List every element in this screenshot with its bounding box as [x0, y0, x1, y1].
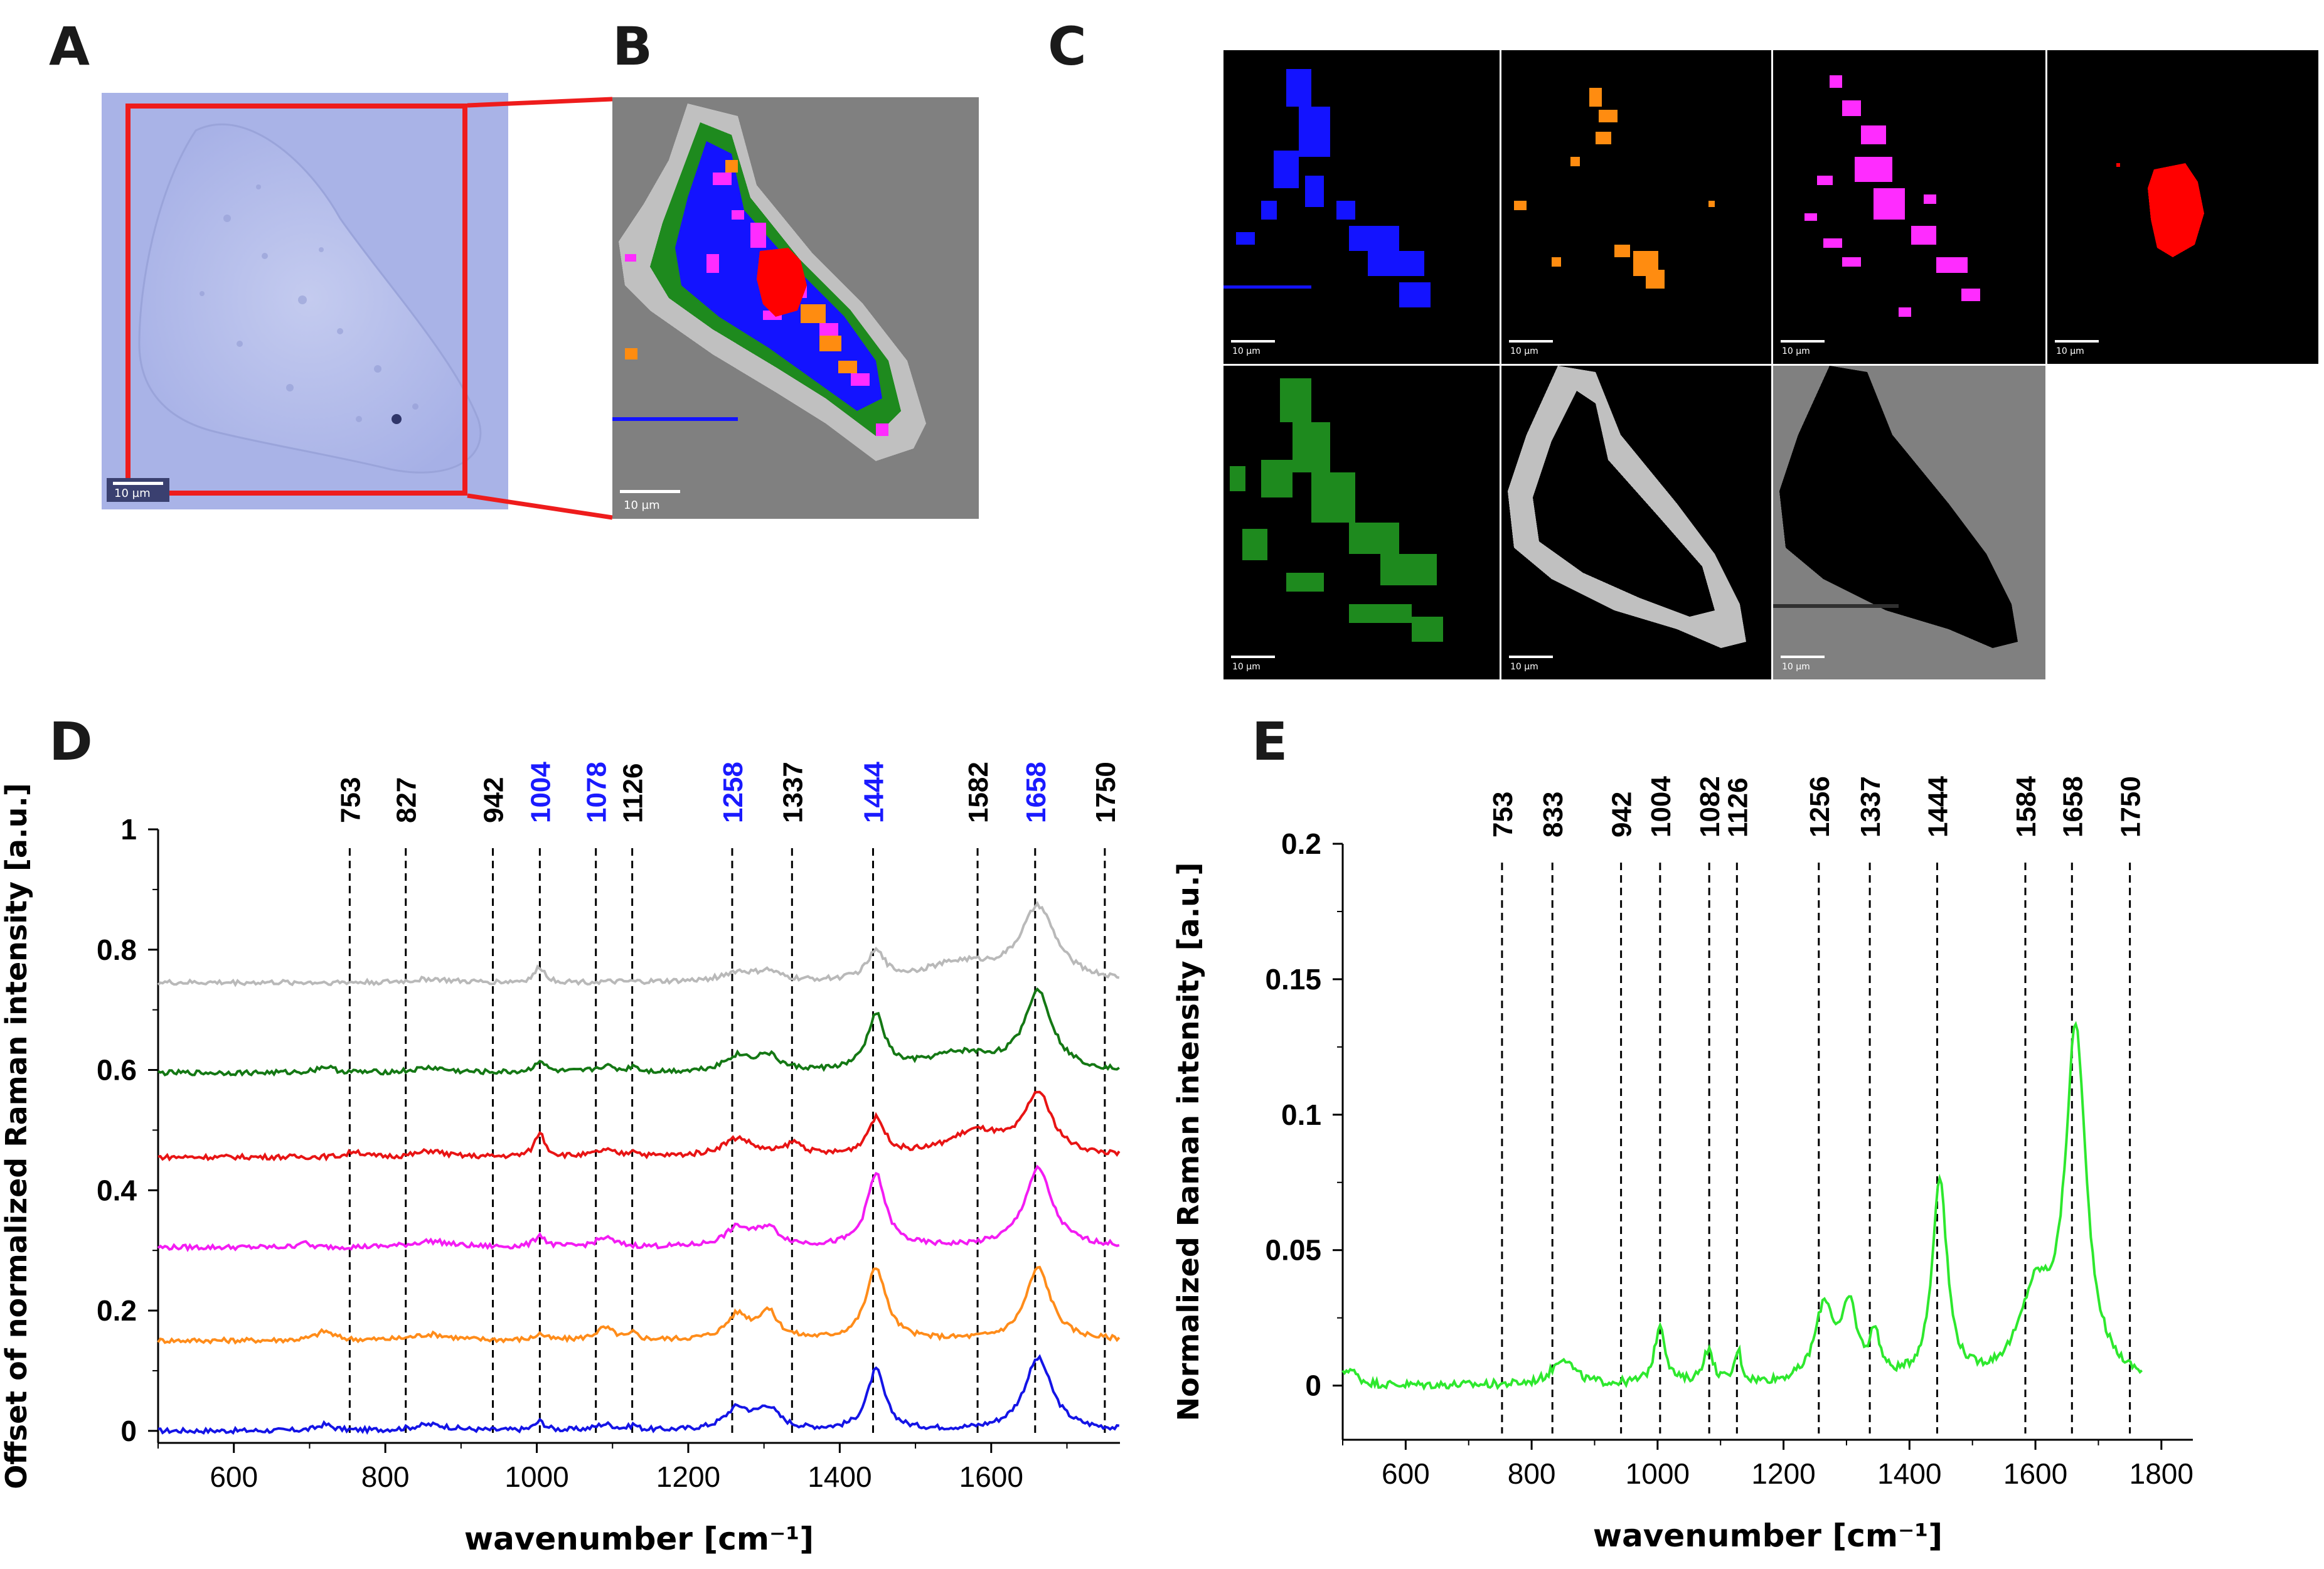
y-tick-label: 0.15	[1265, 963, 1321, 996]
x-tick-label: 600	[210, 1460, 258, 1493]
peak-label: 1337	[1855, 776, 1886, 838]
y-tick-label: 0	[120, 1415, 137, 1447]
peak-label: 1004	[1646, 776, 1676, 838]
y-tick-label: 0.2	[97, 1294, 137, 1327]
x-tick-label: 800	[361, 1460, 410, 1493]
x-tick-label: 1000	[1626, 1457, 1690, 1490]
scale-label-a: 10 µm	[114, 487, 151, 500]
y-tick-label: 0	[1305, 1370, 1321, 1402]
scale-label-b: 10 µm	[624, 499, 660, 512]
y-tick-label: 0.8	[97, 933, 137, 966]
x-axis-label: wavenumber [cm⁻¹]	[1593, 1518, 1943, 1554]
x-tick-label: 1200	[1751, 1457, 1815, 1490]
y-tick-label: 0.6	[97, 1054, 137, 1087]
scale-label-c7: 10 µm	[1782, 662, 1810, 672]
spectrum-line	[157, 1164, 1120, 1252]
peak-label: 1337	[777, 762, 808, 823]
chart-d: 600 800 1000 1200 1400 1600 0 0.2 0.4 0.6 0.8 1 wave…	[0, 762, 1121, 1557]
scale-label-c3: 10 µm	[1782, 346, 1810, 356]
peak-label: 1082	[1695, 776, 1725, 838]
spectrum-line	[157, 1265, 1121, 1345]
panel-letter-b: B	[612, 16, 653, 77]
y-tick-label: 0.4	[97, 1174, 137, 1206]
component-map-blue: 10 µm	[1223, 50, 1500, 364]
chart-e: 600 800 1000 1200 1400 1600 1800 0 0.05 0.1 0.15 0.…	[1171, 776, 2193, 1554]
component-map-magenta: 10 µm	[1773, 50, 2045, 364]
cluster-map-svg	[612, 104, 926, 461]
component-map-gray: 10 µm	[1773, 366, 2045, 679]
x-tick-label: 600	[1382, 1457, 1430, 1490]
peak-label: 1444	[1922, 776, 1953, 838]
peak-label: 1256	[1804, 776, 1835, 838]
peak-label: 1582	[963, 762, 994, 823]
peak-label: 753	[335, 777, 366, 823]
y-tick-label: 0.2	[1281, 827, 1321, 860]
spectrum-line	[1341, 1021, 2143, 1391]
peak-label: 1126	[618, 763, 649, 823]
y-axis-label: Offset of normalized Raman intensity [a.…	[0, 783, 33, 1489]
peak-label: 1258	[718, 762, 749, 823]
component-map-red: 10 µm	[2047, 50, 2318, 364]
peak-label: 1078	[582, 762, 612, 823]
peak-label: 1658	[1021, 762, 1052, 823]
peak-label: 827	[392, 777, 422, 823]
cluster-map: 10 µm	[612, 97, 979, 519]
cell-micrograph	[102, 93, 508, 509]
y-axis-label: Normalized Raman intensity [a.u.]	[1171, 863, 1205, 1422]
component-map-green: 10 µm	[1223, 366, 1500, 679]
peak-label: 753	[1488, 792, 1518, 838]
peak-label: 1658	[2057, 776, 2088, 838]
panel-letter-c: C	[1048, 16, 1087, 77]
spectrum-line	[157, 987, 1120, 1077]
panel-letter-e: E	[1252, 711, 1288, 772]
scale-bar-b	[620, 490, 680, 493]
x-tick-label: 1400	[808, 1460, 872, 1493]
peak-label: 1444	[858, 762, 889, 823]
brightfield-image	[102, 93, 508, 509]
y-tick-label: 0.05	[1265, 1234, 1321, 1267]
peak-label: 1750	[2116, 776, 2146, 838]
scale-label-c5: 10 µm	[1232, 662, 1261, 672]
component-map-lightgray: 10 µm	[1501, 366, 1771, 679]
scale-label-c1: 10 µm	[1232, 346, 1261, 356]
scale-bar-a: 10 µm	[107, 478, 182, 509]
peak-label: 1004	[525, 762, 556, 823]
peak-label: 1584	[2011, 776, 2042, 838]
scale-label-c4: 10 µm	[2056, 346, 2084, 356]
spectrum-line	[157, 1354, 1120, 1435]
peak-label: 1126	[1722, 778, 1753, 838]
x-tick-label: 1400	[1877, 1457, 1941, 1490]
y-tick-label: 0.1	[1281, 1098, 1321, 1131]
x-tick-label: 1200	[656, 1460, 720, 1493]
panel-letter-a: A	[49, 16, 90, 77]
panel-letter-d: D	[49, 711, 93, 772]
spectrum-line	[157, 1090, 1121, 1162]
peak-label: 942	[479, 777, 509, 823]
peak-label: 1750	[1090, 762, 1121, 823]
scale-label-c2: 10 µm	[1510, 346, 1538, 356]
x-tick-label: 1000	[504, 1460, 568, 1493]
y-tick-label: 1	[120, 813, 137, 846]
x-tick-label: 1600	[2003, 1457, 2067, 1490]
x-tick-label: 800	[1508, 1457, 1556, 1490]
peak-label: 833	[1538, 792, 1569, 838]
x-axis-label: wavenumber [cm⁻¹]	[464, 1521, 814, 1557]
component-map-orange: 10 µm	[1501, 50, 1771, 364]
roi-rectangle	[125, 104, 467, 496]
scale-label-c6: 10 µm	[1510, 662, 1538, 672]
peak-label: 942	[1607, 792, 1638, 838]
x-tick-label: 1800	[2129, 1457, 2193, 1490]
spectrum-line	[157, 900, 1120, 987]
x-tick-label: 1600	[959, 1460, 1023, 1493]
